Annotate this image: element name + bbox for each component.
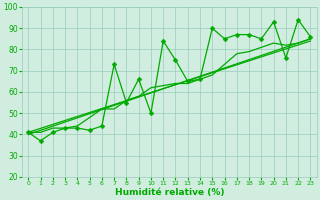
X-axis label: Humidité relative (%): Humidité relative (%) [115,188,224,197]
